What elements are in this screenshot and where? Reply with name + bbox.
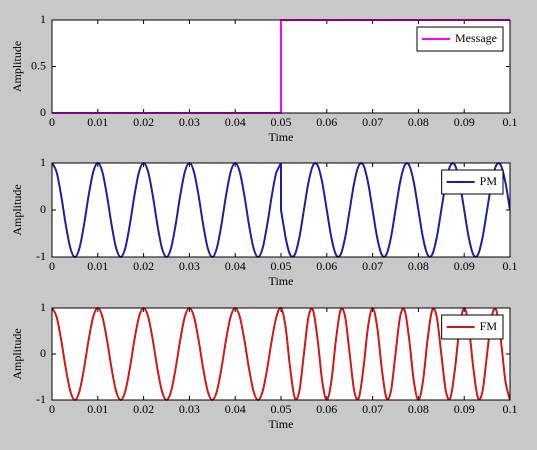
x-tick-label: 0.04 [225,115,246,129]
x-tick-label: 0.07 [362,259,383,273]
x-axis-label: Time [269,274,294,288]
x-tick-label: 0.02 [133,115,154,129]
axes-frame [51,162,511,258]
y-axis-label: Amplitude [10,41,24,92]
x-tick-label: 0.06 [316,402,337,416]
x-tick-label: 0.08 [408,115,429,129]
x-axis-label: Time [269,417,294,431]
plot-area [52,308,510,400]
axes-frame [51,307,511,401]
x-tick-label: 0.06 [316,259,337,273]
legend-label: Message [455,31,497,45]
x-tick-label: 0.03 [179,402,200,416]
x-tick-label: 0.08 [408,259,429,273]
series-line [52,162,510,258]
y-tick-label: 0 [40,202,46,216]
x-tick-label: 0.09 [454,402,475,416]
x-tick-label: 0.04 [225,259,246,273]
x-tick-label: 0.01 [87,115,108,129]
x-tick-label: 0.01 [87,402,108,416]
axes-frame [51,19,511,114]
x-tick-label: 0.03 [179,115,200,129]
x-tick-label: 0.1 [503,115,518,129]
x-tick-label: 0.01 [87,259,108,273]
x-tick-label: 0.07 [362,402,383,416]
y-tick-label: 0.5 [31,58,46,72]
legend-label: FM [480,319,498,333]
x-tick-label: 0.03 [179,259,200,273]
x-tick-label: 0.05 [271,402,292,416]
x-tick-label: 0.08 [408,402,429,416]
y-tick-label: -1 [36,392,46,406]
y-tick-label: 1 [40,12,46,26]
x-tick-label: 0.04 [225,402,246,416]
x-tick-label: 0.02 [133,402,154,416]
x-tick-label: 0.09 [454,115,475,129]
legend-label: PM [480,174,498,188]
legend: Message [416,26,504,52]
x-tick-label: 0.02 [133,259,154,273]
y-axis-label: Amplitude [10,184,24,235]
y-tick-label: 0 [40,346,46,360]
x-tick-label: 0 [49,115,55,129]
x-tick-label: 0 [49,402,55,416]
x-tick-label: 0.05 [271,259,292,273]
y-tick-label: -1 [36,249,46,263]
y-axis-label: Amplitude [10,328,24,379]
y-tick-label: 1 [40,300,46,314]
x-tick-label: 0.05 [271,115,292,129]
x-tick-label: 0.07 [362,115,383,129]
x-tick-label: 0.1 [503,259,518,273]
legend: PM [441,169,504,195]
x-tick-label: 0.06 [316,115,337,129]
x-tick-label: 0 [49,259,55,273]
x-tick-label: 0.1 [503,402,518,416]
y-tick-label: 1 [40,155,46,169]
legend: FM [441,314,504,340]
x-axis-label: Time [269,130,294,144]
y-tick-label: 0 [40,105,46,119]
x-tick-label: 0.09 [454,259,475,273]
